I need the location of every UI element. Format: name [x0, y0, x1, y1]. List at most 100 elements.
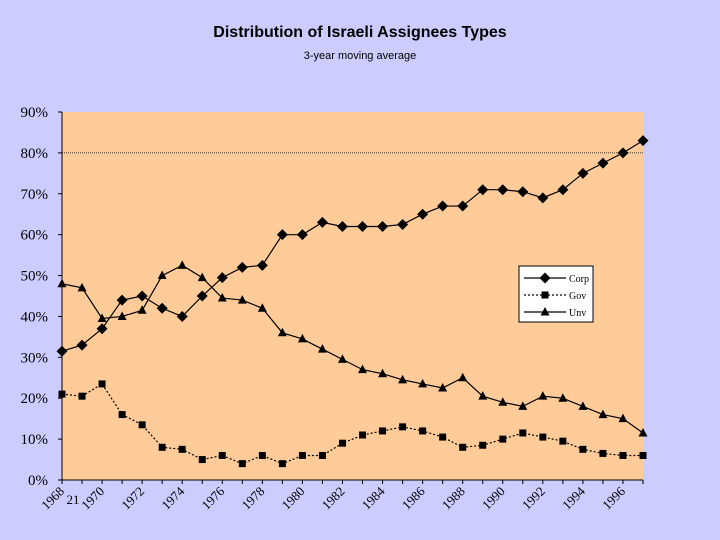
x-tick-label: 1978	[238, 484, 267, 513]
series-point-unv	[478, 391, 488, 400]
series-point-unv	[137, 305, 147, 314]
series-point-unv	[297, 333, 307, 343]
series-point-gov	[118, 411, 126, 419]
series-point-gov	[419, 427, 427, 435]
x-tick-label: 1994	[559, 483, 588, 512]
x-tick-label: 1988	[439, 484, 468, 513]
legend-label-unv: Unv	[569, 308, 586, 319]
series-point-gov	[619, 451, 627, 459]
y-tick-label: 40%	[21, 309, 49, 325]
series-point-corp	[397, 218, 409, 230]
series-point-unv	[518, 401, 528, 410]
series-point-corp	[617, 147, 629, 159]
series-point-unv	[458, 372, 468, 382]
series-point-unv	[177, 260, 187, 269]
series-point-gov	[238, 460, 246, 468]
series-point-gov	[98, 380, 106, 388]
y-tick-label: 0%	[28, 473, 48, 489]
series-point-corp	[236, 261, 248, 273]
series-point-corp	[276, 229, 288, 241]
series-point-gov	[379, 427, 387, 435]
legend-label-gov: Gov	[569, 291, 586, 302]
series-point-corp	[76, 339, 88, 351]
series-point-gov	[499, 435, 507, 443]
series-point-unv	[558, 393, 568, 402]
x-tick-label: 1990	[479, 484, 508, 513]
x-tick-label: 1980	[279, 484, 308, 513]
series-line-gov	[61, 383, 643, 465]
chart-title: Distribution of Israeli Assignees Types	[213, 24, 507, 41]
series-point-unv	[638, 427, 648, 437]
series-point-unv	[57, 278, 67, 288]
series-point-gov	[318, 451, 326, 459]
series-point-corp	[537, 192, 549, 204]
series-point-gov	[158, 443, 166, 451]
x-tick-label: 1992	[519, 484, 548, 513]
series-point-corp	[557, 184, 569, 196]
x-tick-label: 1972	[118, 484, 147, 513]
series-point-gov	[439, 433, 447, 441]
series-point-unv	[317, 344, 327, 353]
series-point-gov	[519, 429, 527, 437]
series-point-gov	[459, 443, 467, 451]
chart-subtitle: 3-year moving average	[303, 50, 417, 62]
series-point-gov	[479, 441, 487, 449]
series-point-unv	[337, 354, 347, 363]
series-point-gov	[278, 460, 286, 468]
series-point-corp	[437, 200, 449, 212]
series-point-unv	[277, 327, 287, 337]
series-point-gov	[359, 431, 367, 439]
series-point-unv	[498, 397, 508, 406]
y-tick-label: 60%	[21, 228, 49, 244]
series-point-gov	[58, 390, 66, 398]
y-tick-label: 80%	[21, 146, 49, 162]
y-tick-label: 70%	[21, 187, 49, 203]
series-point-unv	[157, 270, 167, 280]
series-point-corp	[377, 220, 389, 232]
x-tick-label: 1976	[198, 483, 227, 512]
legend-label-corp: Corp	[569, 274, 589, 285]
series-point-gov	[539, 433, 547, 441]
series-point-unv	[237, 295, 247, 304]
x-tick-label: 1982	[319, 484, 348, 513]
y-tick-label: 10%	[21, 432, 49, 448]
y-tick-label: 50%	[21, 269, 49, 285]
x-tick-label: 1996	[599, 483, 628, 512]
series-point-gov	[78, 392, 86, 400]
series-point-corp	[357, 220, 369, 232]
series-point-corp	[56, 345, 68, 357]
x-stray-label: 21	[67, 492, 80, 507]
series-point-corp	[597, 157, 609, 169]
legend-box	[518, 265, 594, 323]
series-point-corp	[457, 200, 469, 212]
series-point-gov	[599, 449, 607, 457]
series-point-gov	[399, 423, 407, 431]
series-line-unv	[61, 264, 644, 434]
series-point-unv	[578, 401, 588, 410]
series-point-unv	[378, 368, 388, 378]
legend-marker-corp	[539, 272, 551, 284]
series-point-gov	[639, 451, 647, 459]
series-point-unv	[538, 391, 548, 400]
series-point-unv	[97, 313, 107, 322]
series-point-corp	[497, 184, 509, 196]
legend-marker-gov	[541, 291, 549, 299]
series-point-gov	[559, 437, 567, 445]
series-point-corp	[136, 290, 148, 302]
series-point-corp	[417, 208, 429, 220]
series-point-corp	[256, 259, 268, 271]
series-point-corp	[577, 167, 589, 179]
series-point-corp	[477, 184, 489, 196]
series-point-unv	[77, 282, 87, 292]
series-point-gov	[258, 451, 266, 459]
series-point-corp	[176, 310, 188, 322]
series-point-gov	[298, 451, 306, 459]
series-point-unv	[117, 311, 127, 320]
series-point-corp	[637, 135, 649, 147]
series-point-unv	[358, 364, 368, 374]
x-tick-label: 1974	[158, 483, 187, 512]
y-tick-label: 20%	[21, 391, 49, 407]
series-point-unv	[438, 383, 448, 392]
series-point-unv	[418, 378, 428, 388]
series-point-gov	[218, 451, 226, 459]
